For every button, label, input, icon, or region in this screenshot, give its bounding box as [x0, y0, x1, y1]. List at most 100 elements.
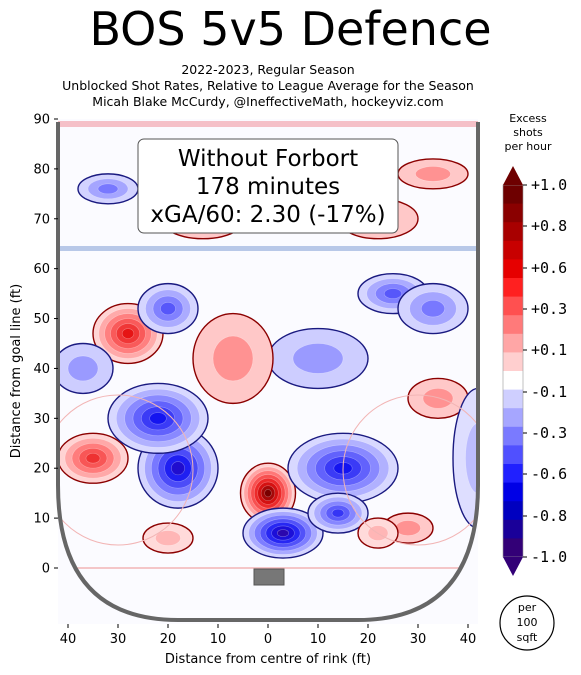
colorbar-band [503, 501, 523, 521]
colorbar-tick-label: -0.8 [531, 507, 567, 525]
annotation-box: Without Forbort 178 minutes xGA/60: 2.30… [137, 138, 399, 234]
y-tick-label: 80 [33, 162, 50, 177]
heat-contour [421, 299, 445, 318]
heat-blob [58, 432, 129, 484]
heat-blob [142, 522, 194, 554]
annotation-line-2: 178 minutes [196, 174, 340, 200]
heat-blob [107, 382, 209, 454]
boards [56, 122, 480, 622]
heat-contour [465, 423, 478, 494]
heat-blob [452, 387, 478, 529]
x-tick-label: 10 [210, 632, 227, 647]
x-tick-label: 40 [60, 632, 77, 647]
y-tick-label: 60 [33, 262, 50, 277]
y-axis-label: Distance from goal line (ft) [9, 284, 24, 458]
heat-contour [452, 387, 478, 529]
chart-title: BOS 5v5 Defence [89, 2, 492, 56]
x-tick-label: 0 [264, 632, 272, 647]
heat-contour [276, 529, 290, 537]
colorbar-band [503, 371, 523, 391]
heat-blob [267, 327, 369, 390]
colorbar-tick-label: -0.6 [531, 465, 567, 483]
heat-contour [160, 302, 176, 316]
heat-blob [307, 492, 369, 534]
heat-blob [407, 377, 469, 420]
colorbar-tick-label: +0.1 [531, 341, 567, 359]
colorbar-tick-label: -0.1 [531, 383, 567, 401]
heat-contour [155, 530, 181, 546]
colorbar-band [503, 519, 523, 539]
heat-contour [264, 489, 272, 498]
colorbar-band [503, 352, 523, 372]
colorbar-band [503, 482, 523, 502]
heat-contour [97, 183, 119, 195]
heat-blob [242, 507, 324, 559]
x-tick-label: 20 [160, 632, 177, 647]
left-faceoff-circle [58, 394, 194, 546]
annotation-line-3: xGA/60: 2.30 (-17%) [150, 202, 385, 228]
subtitle-line-1: 2022-2023, Regular Season [181, 62, 355, 77]
y-tick-label: 10 [33, 512, 50, 527]
x-tick-label: 40 [460, 632, 477, 647]
colorbar-band [503, 240, 523, 260]
colorbar-band [503, 538, 523, 558]
colorbar-band [503, 185, 523, 205]
colorbar-tick-label: +0.3 [531, 300, 567, 318]
colorbar-band [503, 426, 523, 446]
colorbar-band [503, 278, 523, 298]
heat-blob [77, 173, 139, 205]
unit-badge: per 100 sqft [499, 595, 555, 651]
colorbar-band [503, 389, 523, 409]
blue-line [58, 246, 478, 251]
heat-contour [149, 412, 167, 425]
heat-contour [85, 452, 101, 464]
heat-contour [383, 288, 403, 299]
colorbar-tick-label: -0.3 [531, 424, 567, 442]
unit-badge-line-2: 100 [517, 616, 538, 629]
colorbar-band [503, 296, 523, 316]
colorbar-band [503, 408, 523, 428]
colorbar-band [503, 259, 523, 279]
goal-net [253, 568, 285, 586]
colorbar-tick-label: +0.8 [531, 217, 567, 235]
colorbar-band [503, 333, 523, 353]
heat-contour [121, 328, 135, 339]
colorbar-tick-label: +0.6 [531, 259, 567, 277]
heat-blob [58, 342, 114, 395]
x-tick-label: 20 [360, 632, 377, 647]
colorbar-band [503, 445, 523, 465]
axes: 40 30 20 10 0 10 20 30 40 0 10 20 30 40 50 60 70 80 90 [33, 113, 476, 648]
x-axis-label: Distance from centre of rink (ft) [165, 652, 371, 667]
heat-contour [67, 355, 99, 382]
colorbar-band [503, 464, 523, 484]
heat-blob [192, 312, 274, 405]
colorbar-band [503, 315, 523, 335]
colorbar-bottom-arrow [503, 557, 523, 576]
colorbar-title-3: per hour [505, 140, 552, 153]
x-tick-label: 30 [110, 632, 127, 647]
colorbar-bands [502, 184, 524, 558]
heat-contour [171, 461, 185, 476]
heat-contour [292, 343, 344, 374]
x-tick-label: 10 [310, 632, 327, 647]
y-tick-label: 30 [33, 412, 50, 427]
heatmap-layer [58, 158, 478, 559]
colorbar-ticks: +1.0 +0.8 +0.6 +0.3 +0.1 -0.1 -0.3 -0.6 -0.8 -1.0 [523, 176, 567, 566]
right-faceoff-circle [342, 394, 478, 546]
colorbar-title-1: Excess [509, 112, 547, 125]
heat-blob [397, 158, 469, 190]
colorbar-band [503, 203, 523, 223]
colorbar-top-arrow [503, 166, 523, 185]
heat-contour [395, 520, 421, 536]
x-tick-label: 30 [410, 632, 427, 647]
colorbar: Excess shots per hour +1.0 +0.8 +0.6 +0.3 +0… [502, 112, 567, 576]
red-line [58, 121, 478, 127]
heat-contour [212, 335, 254, 382]
unit-badge-line-1: per [518, 601, 537, 614]
y-tick-label: 50 [33, 312, 50, 327]
y-tick-label: 20 [33, 462, 50, 477]
heat-blob [137, 282, 199, 335]
y-tick-label: 40 [33, 362, 50, 377]
heat-contour [422, 388, 454, 409]
